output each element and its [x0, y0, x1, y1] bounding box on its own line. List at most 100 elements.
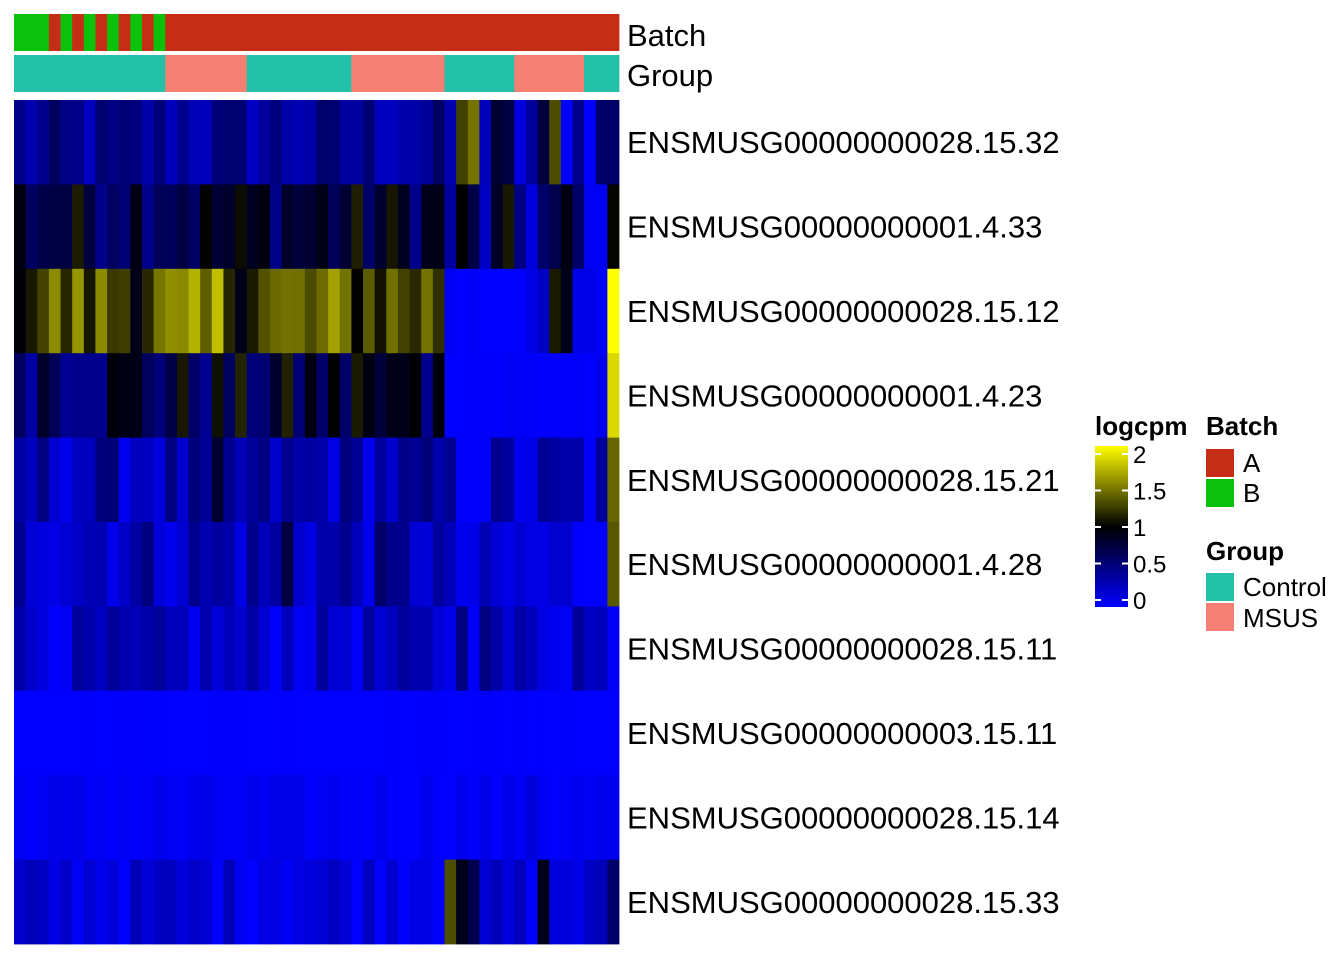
batch-annotation-run-0: [14, 14, 50, 51]
heatmap-cell: [560, 690, 573, 776]
heatmap-cell: [72, 184, 85, 270]
heatmap-cell: [514, 353, 527, 438]
heatmap-cell: [514, 606, 527, 692]
heatmap-cell: [176, 606, 189, 692]
batch-legend-swatch-b: [1206, 479, 1234, 507]
heatmap-cell: [293, 437, 306, 523]
heatmap-cell: [200, 353, 213, 438]
batch-annotation-label: Batch: [627, 18, 706, 53]
heatmap-cell: [491, 859, 504, 945]
heatmap-cell: [130, 353, 143, 438]
heatmap-cell: [269, 353, 282, 438]
heatmap-cell: [572, 437, 585, 523]
heatmap-cell: [409, 606, 422, 692]
heatmap-cell: [60, 184, 73, 270]
group-annotation-bar: [14, 55, 620, 92]
heatmap-cell: [595, 859, 608, 945]
heatmap-cell: [397, 606, 410, 692]
heatmap-cell: [456, 690, 469, 776]
heatmap-cell: [467, 437, 480, 523]
heatmap-cell: [153, 184, 166, 270]
heatmap-cell: [467, 522, 480, 607]
batch-legend-swatch-a: [1206, 449, 1234, 477]
heatmap-cell: [316, 437, 329, 523]
heatmap-cell: [537, 100, 550, 185]
heatmap-cell: [118, 268, 131, 354]
heatmap-cell: [316, 522, 329, 607]
heatmap-cell: [560, 353, 573, 438]
heatmap-cell: [130, 690, 143, 776]
heatmap-cell: [444, 353, 457, 438]
heatmap-cell: [72, 522, 85, 607]
heatmap-cell: [83, 184, 96, 270]
heatmap-cell: [95, 353, 108, 438]
heatmap-cell: [153, 437, 166, 523]
heatmap-cell: [549, 775, 562, 860]
heatmap-cell: [549, 184, 562, 270]
heatmap-cell: [107, 606, 120, 692]
heatmap-cell: [293, 859, 306, 945]
heatmap-cell: [246, 353, 259, 438]
heatmap-cell: [351, 184, 364, 270]
heatmap-cell: [316, 100, 329, 185]
heatmap-cell: [141, 184, 155, 270]
heatmap-cell: [176, 690, 189, 776]
heatmap-cell: [165, 606, 178, 692]
heatmap-cell: [200, 690, 213, 776]
heatmap-cell: [246, 775, 259, 860]
heatmap-cell: [351, 522, 364, 607]
heatmap-cell: [444, 606, 457, 692]
color-scale-title: logcpm: [1095, 411, 1187, 441]
heatmap-cell: [130, 184, 143, 270]
heatmap-cell: [72, 353, 85, 438]
heatmap-cell: [560, 775, 573, 860]
heatmap-cell: [130, 859, 143, 945]
heatmap-cell: [467, 606, 480, 692]
heatmap-cell: [432, 268, 445, 354]
heatmap-cell: [421, 184, 434, 270]
heatmap-cell: [130, 100, 143, 185]
heatmap-cell: [235, 184, 248, 270]
heatmap-cell: [584, 606, 597, 692]
heatmap-cell: [258, 100, 271, 185]
heatmap-cell: [25, 353, 38, 438]
heatmap-cell: [432, 184, 445, 270]
heatmap-cell: [444, 184, 457, 270]
heatmap-cell: [269, 268, 282, 354]
heatmap-cell: [60, 690, 73, 776]
heatmap-cell: [491, 522, 504, 607]
heatmap-cell: [200, 775, 213, 860]
heatmap-cell: [374, 522, 387, 607]
heatmap-cell: [502, 775, 515, 860]
heatmap-cell: [235, 690, 248, 776]
heatmap-cell: [281, 522, 294, 607]
heatmap-cell: [560, 606, 573, 692]
row-label-8: ENSMUSG00000000028.15.14: [627, 800, 1060, 835]
heatmap-cell: [514, 100, 527, 185]
heatmap-cell: [37, 184, 50, 270]
heatmap-cell: [409, 522, 422, 607]
heatmap-cell: [479, 184, 492, 270]
heatmap-cell: [560, 859, 573, 945]
heatmap-cell: [304, 690, 317, 776]
heatmap-cell: [560, 100, 573, 185]
heatmap-cell: [48, 859, 61, 945]
heatmap-cell: [502, 100, 515, 185]
group-annotation-run-3: [351, 55, 445, 92]
heatmap-cell: [363, 268, 376, 354]
group-legend: Group Control MSUS: [1206, 536, 1327, 633]
heatmap-cell: [14, 522, 27, 607]
heatmap-cell: [304, 775, 317, 860]
row-label-1: ENSMUSG00000000001.4.33: [627, 210, 1042, 245]
heatmap-cell: [95, 606, 108, 692]
heatmap-cell: [595, 690, 608, 776]
heatmap-cell: [537, 268, 550, 354]
heatmap-cell: [363, 100, 376, 185]
heatmap-cell: [386, 268, 399, 354]
heatmap-cell: [491, 184, 504, 270]
heatmap-cell: [200, 606, 213, 692]
heatmap-cell: [479, 775, 492, 860]
heatmap-cell: [165, 522, 178, 607]
heatmap-cell: [107, 690, 120, 776]
heatmap-cell: [316, 184, 329, 270]
